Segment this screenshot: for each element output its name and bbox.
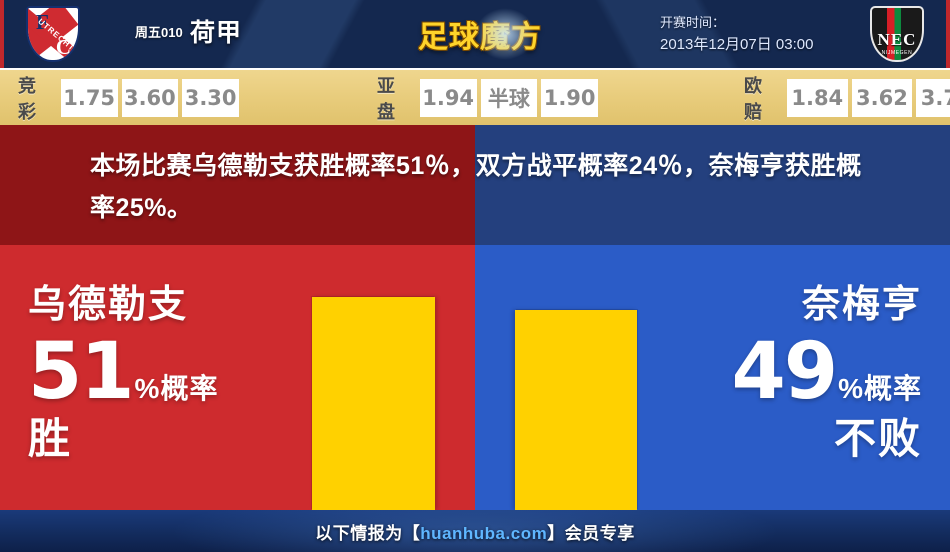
footer-prefix: 以下情报为【 (315, 523, 421, 543)
odds-cell-home[interactable]: 1.84 (786, 78, 848, 117)
odds-cell-away[interactable]: 1.90 (541, 78, 598, 117)
odds-group-asian: 亚盘 1.94 半球 1.90 (377, 72, 602, 124)
odds-cell-handicap[interactable]: 半球 (480, 78, 538, 117)
odds-cell-away[interactable]: 3.75 (916, 78, 950, 117)
footer-suffix: 】会员专享 (547, 523, 635, 543)
odds-group-label: 亚盘 (377, 75, 396, 122)
league-name: 荷甲 (190, 19, 243, 47)
home-probability-bar (312, 297, 435, 510)
away-outcome-label: 不败 (833, 415, 922, 462)
probability-chart: 乌德勒支 51 %概率 胜 奈梅亨 49 %概率 不败 (0, 245, 950, 510)
away-percent-unit: %概率 (838, 373, 922, 404)
header-bar: F UTRECHT C 周五010 荷甲 足球魔方 开赛时间： 2013年12月… (0, 0, 950, 68)
home-outcome-label: 胜 (28, 415, 73, 462)
away-stats-block: 奈梅亨 49 %概率 不败 (652, 281, 922, 465)
away-crest-city: NIJMEGEN (881, 50, 913, 56)
summary-banner: 本场比赛乌德勒支获胜概率51％，双方战平概率24％，奈梅亨获胜概率25%。 (0, 125, 950, 245)
odds-cell-draw[interactable]: 3.62 (851, 78, 913, 117)
kickoff-value: 2013年12月07日 03:00 (660, 36, 814, 53)
summary-text: 本场比赛乌德勒支获胜概率51％，双方战平概率24％，奈梅亨获胜概率25%。 (90, 152, 862, 222)
odds-cell-away[interactable]: 3.30 (182, 78, 239, 117)
away-team-crest-icon: NEC NIJMEGEN (866, 4, 928, 64)
away-crest-name: NEC (877, 30, 917, 49)
odds-cell-draw[interactable]: 3.60 (121, 78, 179, 117)
summary-banner-left-half (0, 125, 475, 245)
footer-bar: 以下情报为【huanhuba.com】会员专享 (0, 510, 950, 552)
odds-group-label: 竞彩 (18, 75, 37, 122)
away-team-name: 奈梅亨 (801, 284, 922, 326)
home-team-crest-icon: F UTRECHT C (22, 4, 84, 64)
brand-logo: 足球魔方 (415, 8, 545, 60)
home-crest-letter-c: C (55, 35, 71, 59)
odds-group-label: 欧赔 (744, 75, 763, 122)
home-crest-letter-f: F (36, 10, 49, 34)
header-left-accent (0, 0, 4, 68)
home-team-name: 乌德勒支 (28, 284, 189, 326)
odds-bar: 竞彩 1.75 3.60 3.30 亚盘 1.94 半球 1.90 欧赔 1.8… (0, 68, 950, 125)
home-percent-row: 51 %概率 (28, 333, 298, 411)
match-number: 周五010 (135, 25, 183, 40)
summary-banner-right-half (475, 125, 950, 245)
footer-notice: 以下情报为【huanhuba.com】会员专享 (315, 519, 634, 544)
odds-cell-home[interactable]: 1.75 (60, 78, 118, 117)
away-probability-bar (515, 310, 637, 510)
odds-group-jingcai: 竞彩 1.75 3.60 3.30 (18, 72, 243, 124)
away-percent-value: 49 (731, 327, 839, 417)
home-percent-unit: %概率 (134, 373, 219, 404)
odds-group-euro: 欧赔 1.84 3.62 3.75 (744, 72, 950, 124)
home-percent-value: 51 (28, 327, 135, 417)
kickoff-block: 开赛时间： 2013年12月07日 03:00 (660, 12, 835, 56)
footer-site-link[interactable]: huanhuba.com (420, 523, 548, 543)
brand-logo-text: 足球魔方 (418, 20, 542, 55)
home-stats-block: 乌德勒支 51 %概率 胜 (28, 281, 298, 465)
away-percent-row: 49 %概率 (652, 333, 922, 411)
kickoff-label: 开赛时间： (660, 15, 726, 30)
odds-cell-home[interactable]: 1.94 (419, 78, 477, 117)
header-right-accent (946, 0, 950, 68)
